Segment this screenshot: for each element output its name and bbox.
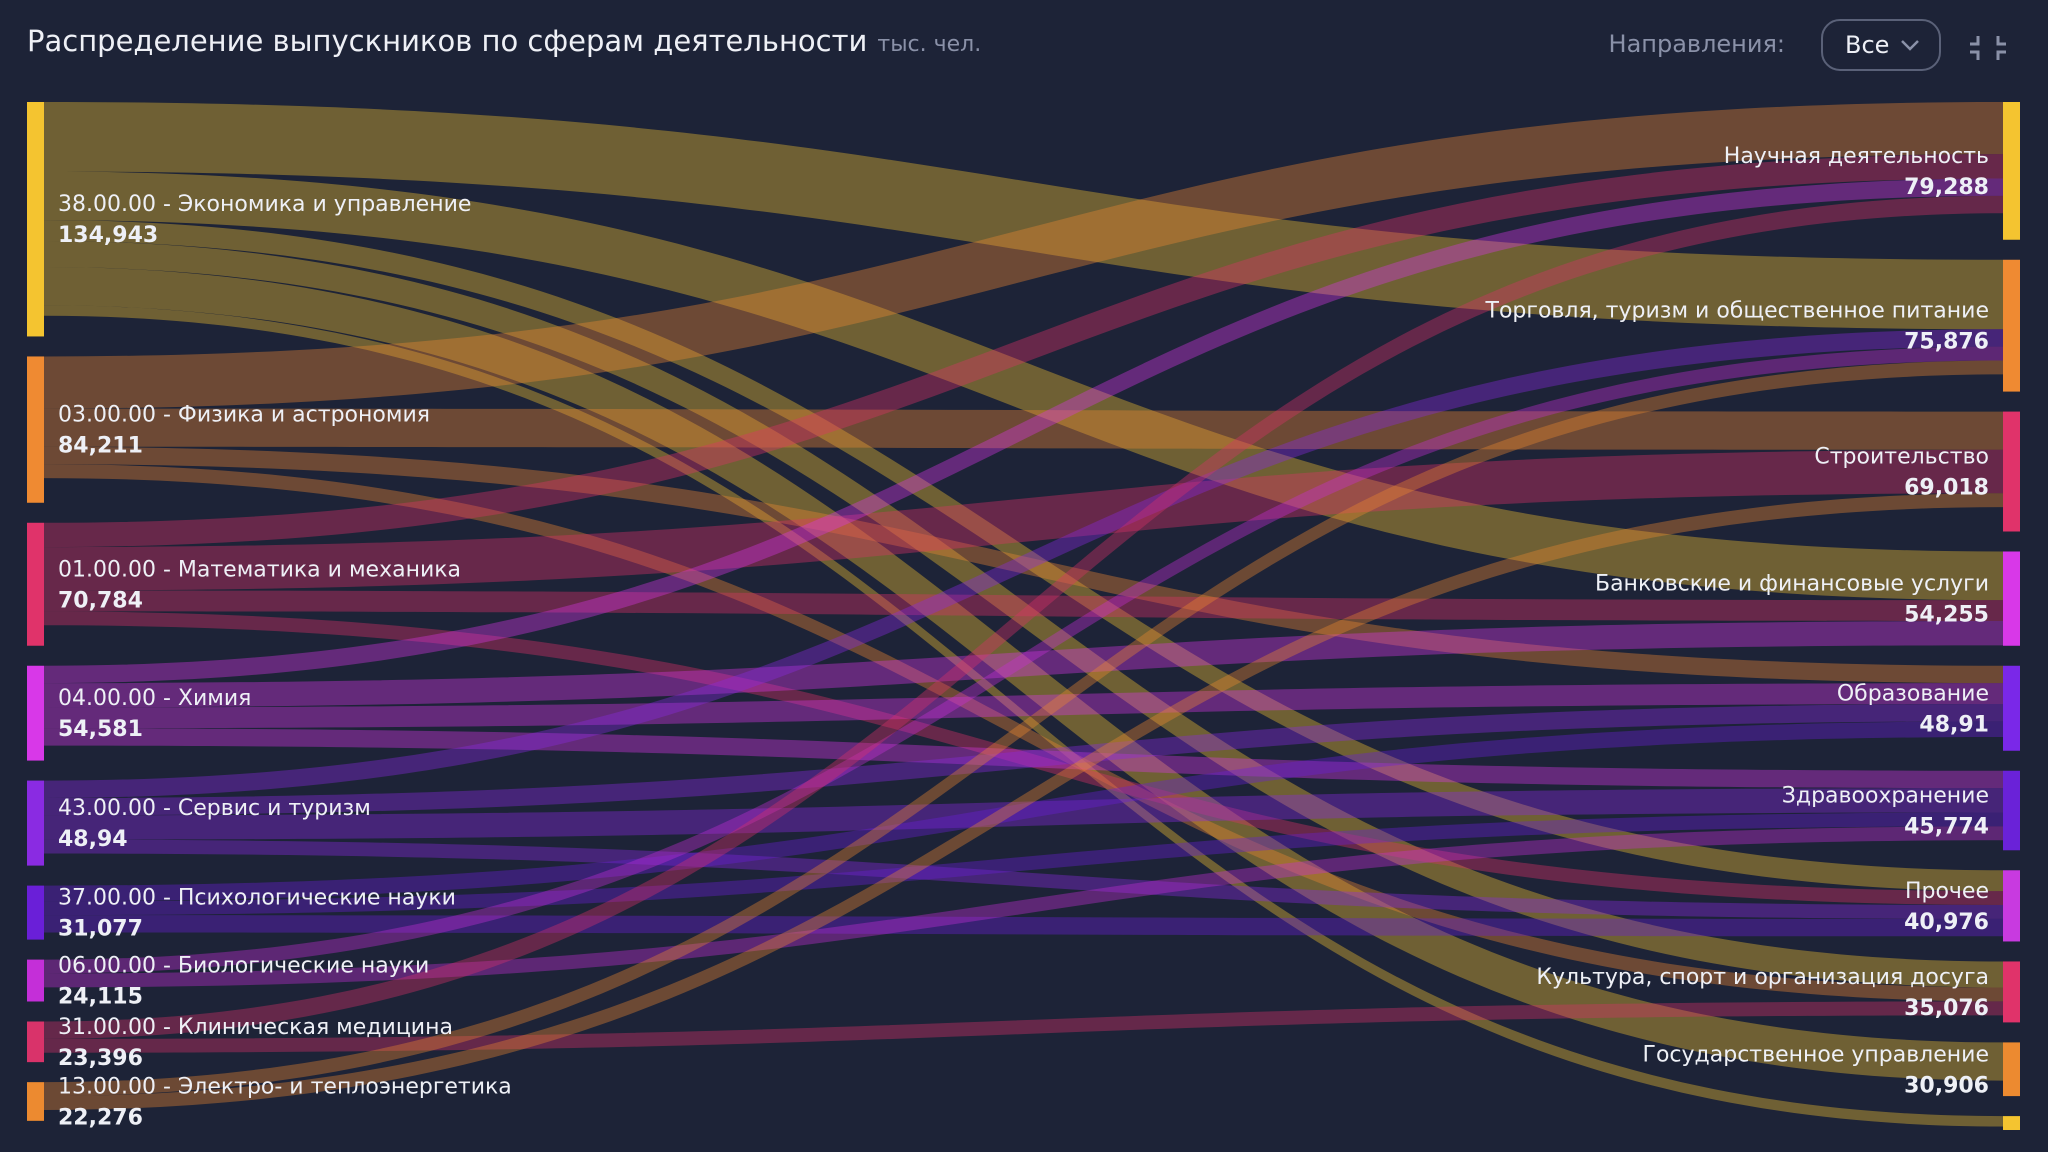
node-label: 37.00.00 - Психологические науки: [58, 886, 456, 911]
filter-label: Направления:: [1609, 30, 1785, 58]
node-label: Здравоохранение: [1782, 784, 1989, 809]
link: [44, 102, 2003, 330]
node-label: 04.00.00 - Химия: [58, 686, 251, 711]
link: [44, 728, 2003, 789]
link: [44, 1001, 2003, 1053]
node-value: 31,077: [58, 917, 143, 942]
node-bar: [2003, 259, 2020, 392]
node-value: 84,211: [58, 434, 143, 459]
node-value: 24,115: [58, 985, 143, 1010]
link: [44, 449, 2003, 591]
node-value: 22,276: [58, 1105, 143, 1130]
link: [44, 360, 2003, 1097]
node-bar: [2003, 770, 2020, 851]
node-label: 03.00.00 - Физика и астрономия: [58, 403, 430, 428]
node-value: 69,018: [1904, 476, 1989, 501]
nodes: 38.00.00 - Экономика и управление 134,943…: [27, 102, 2020, 1130]
link: [44, 220, 2003, 892]
node-label: 13.00.00 - Электро- и теплоэнергетика: [58, 1074, 512, 1099]
link: [44, 346, 2003, 974]
node-label: 01.00.00 - Математика и механика: [58, 557, 461, 582]
link: [44, 839, 2003, 919]
node-bar: [2003, 961, 2020, 1023]
node-label: Строительство: [1814, 445, 1989, 470]
link: [44, 590, 2003, 621]
dropdown-chevron[interactable]: [1901, 40, 1919, 51]
chart-title: Распределение выпускников по сферам деят…: [27, 24, 867, 58]
link: [44, 329, 2003, 798]
node-bar: [2003, 1116, 2020, 1130]
link: [44, 703, 2003, 816]
node-bar: [2003, 665, 2020, 751]
node-label: Научная деятельность: [1724, 144, 1989, 169]
node-label: 38.00.00 - Экономика и управление: [58, 192, 471, 217]
node-value: 45,774: [1904, 815, 1989, 840]
node-value: 70,784: [58, 588, 143, 613]
node-label: Образование: [1837, 681, 1989, 706]
link: [44, 826, 2003, 988]
link: [44, 788, 2003, 840]
node-value: 35,076: [1904, 996, 1989, 1021]
node-value: 40,976: [1904, 910, 1989, 935]
node-value: 23,396: [58, 1046, 143, 1071]
link: [44, 267, 2003, 1081]
unit-label: тыс. чел.: [877, 32, 981, 57]
node-bar: [27, 780, 44, 866]
node-bar: [27, 356, 44, 503]
link: [44, 195, 2003, 1039]
link: [44, 683, 2003, 729]
link: [44, 240, 2003, 988]
node-label: Банковские и финансовые услуги: [1595, 572, 1989, 597]
node-bar: [27, 1021, 44, 1063]
node-label: Культура, спорт и организация досуга: [1536, 965, 1989, 990]
node-label: Государственное управление: [1643, 1042, 1989, 1067]
node-bar: [27, 665, 44, 761]
dropdown-box[interactable]: [1821, 19, 1941, 71]
node-value: 79,288: [1904, 175, 1989, 200]
node-value: 54,581: [58, 717, 143, 742]
link: [44, 178, 2003, 684]
link: [44, 464, 2003, 1002]
dropdown-value[interactable]: Все: [1845, 31, 1889, 59]
link: [44, 812, 2003, 916]
node-value: 48,94: [58, 827, 128, 852]
node-value: 30,906: [1904, 1073, 1989, 1098]
node-bar: [27, 102, 44, 337]
link: [44, 493, 2003, 1110]
collapse-glyph[interactable]: [1970, 36, 2006, 60]
node-label: Торговля, туризм и общественное питание: [1485, 299, 1989, 324]
node-bar: [2003, 411, 2020, 532]
link: [44, 721, 2003, 902]
node-value: 54,255: [1904, 603, 1989, 628]
link: [44, 171, 2003, 601]
link: [44, 102, 2003, 409]
filter-dropdown[interactable]: Все: [1821, 19, 1941, 71]
node-value: 75,876: [1904, 330, 1989, 355]
link: [44, 611, 2003, 906]
node-bar: [27, 959, 44, 1002]
link: [44, 915, 2003, 937]
node-label: 43.00.00 - Сервис и туризм: [58, 796, 371, 821]
link: [44, 408, 2003, 450]
node-value: 134,943: [58, 223, 158, 248]
links: [44, 102, 2003, 1127]
node-bar: [2003, 1042, 2020, 1097]
node-bar: [2003, 551, 2020, 646]
node-bar: [2003, 870, 2020, 942]
node-value: 48,91: [1919, 712, 1989, 737]
node-label: 31.00.00 - Клиническая медицина: [58, 1015, 453, 1040]
node-bar: [2003, 102, 2020, 240]
link: [44, 620, 2003, 708]
link: [44, 305, 2003, 1127]
collapse-icon[interactable]: [1970, 36, 2006, 60]
link: [44, 446, 2003, 684]
node-label: Прочее: [1905, 879, 1989, 904]
node-label: 06.00.00 - Биологические науки: [58, 954, 429, 979]
node-bar: [27, 885, 44, 940]
node-bar: [27, 522, 44, 646]
link: [44, 154, 2003, 548]
node-bar: [27, 1082, 44, 1121]
